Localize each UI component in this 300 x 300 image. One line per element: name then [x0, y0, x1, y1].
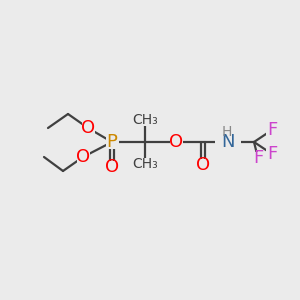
- Text: O: O: [196, 156, 210, 174]
- Text: O: O: [81, 119, 95, 137]
- Text: CH₃: CH₃: [132, 157, 158, 171]
- Text: F: F: [267, 121, 277, 139]
- Text: P: P: [106, 133, 117, 151]
- FancyBboxPatch shape: [106, 136, 118, 148]
- FancyBboxPatch shape: [266, 148, 278, 160]
- Text: N: N: [221, 133, 235, 151]
- FancyBboxPatch shape: [169, 136, 182, 148]
- Text: O: O: [105, 158, 119, 176]
- Text: F: F: [253, 149, 263, 167]
- Text: H: H: [222, 125, 232, 139]
- FancyBboxPatch shape: [266, 124, 278, 136]
- FancyBboxPatch shape: [196, 158, 209, 172]
- Text: F: F: [267, 145, 277, 163]
- FancyBboxPatch shape: [82, 122, 94, 134]
- FancyBboxPatch shape: [134, 114, 156, 126]
- FancyBboxPatch shape: [134, 158, 156, 170]
- Text: O: O: [169, 133, 183, 151]
- FancyBboxPatch shape: [252, 152, 264, 164]
- FancyBboxPatch shape: [76, 151, 89, 164]
- FancyBboxPatch shape: [106, 160, 118, 173]
- Text: O: O: [76, 148, 90, 166]
- Text: CH₃: CH₃: [132, 113, 158, 127]
- FancyBboxPatch shape: [215, 129, 241, 151]
